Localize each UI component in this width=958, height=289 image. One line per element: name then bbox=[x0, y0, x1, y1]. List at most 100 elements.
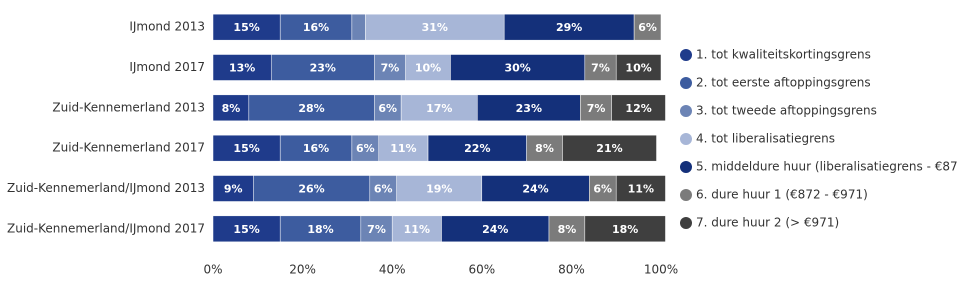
value-label: 6% bbox=[378, 102, 397, 115]
value-label: 10% bbox=[415, 62, 441, 75]
value-label: 9% bbox=[224, 183, 243, 196]
legend-marker bbox=[680, 133, 692, 145]
value-label: 23% bbox=[310, 62, 336, 75]
y-tick-label: Zuid-Kennemerland 2017 bbox=[52, 141, 205, 155]
bar-segment bbox=[369, 175, 397, 202]
value-label: 24% bbox=[482, 223, 508, 236]
value-label: 7% bbox=[591, 62, 610, 75]
x-tick-label: 60% bbox=[468, 263, 495, 277]
x-tick-label: 100% bbox=[644, 263, 678, 277]
bar-segment bbox=[450, 54, 586, 81]
legend-marker bbox=[680, 49, 692, 61]
value-label: 15% bbox=[233, 21, 259, 34]
bar-segment bbox=[615, 54, 662, 81]
bar-segment bbox=[400, 94, 478, 122]
bar-segment bbox=[584, 215, 666, 243]
value-label: 28% bbox=[298, 102, 324, 115]
legend-label: 7. dure huur 2 (> €971) bbox=[696, 216, 839, 230]
bar-segment bbox=[441, 215, 550, 243]
value-label: 29% bbox=[556, 21, 582, 34]
bar-segment bbox=[212, 175, 254, 202]
value-label: 18% bbox=[307, 223, 333, 236]
value-label: 13% bbox=[229, 62, 255, 75]
value-label: 8% bbox=[222, 102, 241, 115]
value-label: 8% bbox=[535, 142, 554, 155]
bar-segment bbox=[248, 94, 375, 122]
value-label: 7% bbox=[367, 223, 386, 236]
value-label: 7% bbox=[587, 102, 606, 115]
bar-segment bbox=[378, 134, 429, 162]
bar-segment bbox=[270, 54, 375, 81]
bar-segment bbox=[212, 94, 250, 122]
bar-segment bbox=[580, 94, 612, 122]
legend-marker bbox=[680, 161, 692, 173]
value-label: 15% bbox=[233, 223, 259, 236]
value-label: 10% bbox=[625, 62, 651, 75]
legend-label: 1. tot kwaliteitskortingsgrens bbox=[696, 48, 871, 62]
value-label: 6% bbox=[638, 21, 657, 34]
legend-marker bbox=[680, 77, 692, 89]
bar-segment bbox=[360, 215, 393, 243]
legend-marker bbox=[680, 105, 692, 117]
bar-segment bbox=[279, 134, 353, 162]
bar-segment bbox=[253, 175, 371, 202]
bar-segment bbox=[611, 94, 666, 122]
value-label: 31% bbox=[422, 21, 448, 34]
bar-segment bbox=[212, 54, 272, 81]
value-label: 11% bbox=[628, 183, 654, 196]
y-tick-label: Zuid-Kennemerland/IJmond 2017 bbox=[7, 221, 205, 235]
bar-segment bbox=[503, 13, 635, 41]
value-label: 11% bbox=[390, 142, 416, 155]
value-label: 12% bbox=[625, 102, 651, 115]
bar-segment bbox=[526, 134, 563, 162]
y-tick-label: Zuid-Kennemerland 2013 bbox=[52, 100, 205, 114]
value-label: 6% bbox=[593, 183, 612, 196]
value-label: 11% bbox=[404, 223, 430, 236]
value-label: 19% bbox=[426, 183, 452, 196]
x-tick-label: 0% bbox=[203, 263, 222, 277]
legend-marker bbox=[680, 217, 692, 229]
value-label: 7% bbox=[381, 62, 400, 75]
bar-segment bbox=[615, 175, 666, 202]
value-label: 6% bbox=[356, 142, 375, 155]
value-label: 22% bbox=[464, 142, 490, 155]
bar-segment bbox=[365, 13, 505, 41]
value-label: 16% bbox=[303, 142, 329, 155]
bar-segment bbox=[633, 13, 662, 41]
bar-segment bbox=[351, 134, 380, 162]
value-label: 17% bbox=[426, 102, 452, 115]
legend-label: 2. tot eerste aftoppingsgrens bbox=[696, 76, 871, 90]
bar-segment bbox=[391, 215, 442, 243]
value-label: 26% bbox=[298, 183, 324, 196]
legend-label: 4. tot liberalisatiegrens bbox=[696, 132, 835, 146]
value-label: 21% bbox=[596, 142, 622, 155]
legend-label: 6. dure huur 1 (€872 - €971) bbox=[696, 188, 868, 202]
bar-segment bbox=[477, 94, 581, 122]
y-tick-label: IJmond 2013 bbox=[129, 20, 205, 34]
bar-segment bbox=[562, 134, 657, 162]
x-tick-label: 80% bbox=[558, 263, 585, 277]
value-label: 15% bbox=[233, 142, 259, 155]
value-label: 30% bbox=[504, 62, 530, 75]
bar-segment bbox=[279, 215, 362, 243]
legend-label: 3. tot tweede aftoppingsgrens bbox=[696, 104, 877, 118]
bar-segment bbox=[212, 215, 281, 243]
bar-segment bbox=[374, 54, 406, 81]
bar-segment bbox=[212, 134, 281, 162]
x-tick-label: 20% bbox=[289, 263, 316, 277]
value-label: 24% bbox=[522, 183, 548, 196]
x-tick-label: 40% bbox=[379, 263, 406, 277]
value-label: 18% bbox=[612, 223, 638, 236]
value-label: 6% bbox=[374, 183, 393, 196]
bar-segment bbox=[405, 54, 451, 81]
value-label: 23% bbox=[516, 102, 542, 115]
y-tick-label: Zuid-Kennemerland/IJmond 2013 bbox=[7, 181, 205, 195]
value-label: 16% bbox=[303, 21, 329, 34]
legend-marker bbox=[680, 189, 692, 201]
legend-label: 5. middeldure huur (liberalisatiegrens -… bbox=[696, 160, 958, 174]
bar-segment bbox=[548, 215, 586, 243]
bar-segment bbox=[351, 13, 366, 41]
bar-segment bbox=[279, 13, 353, 41]
bar-segment bbox=[481, 175, 590, 202]
